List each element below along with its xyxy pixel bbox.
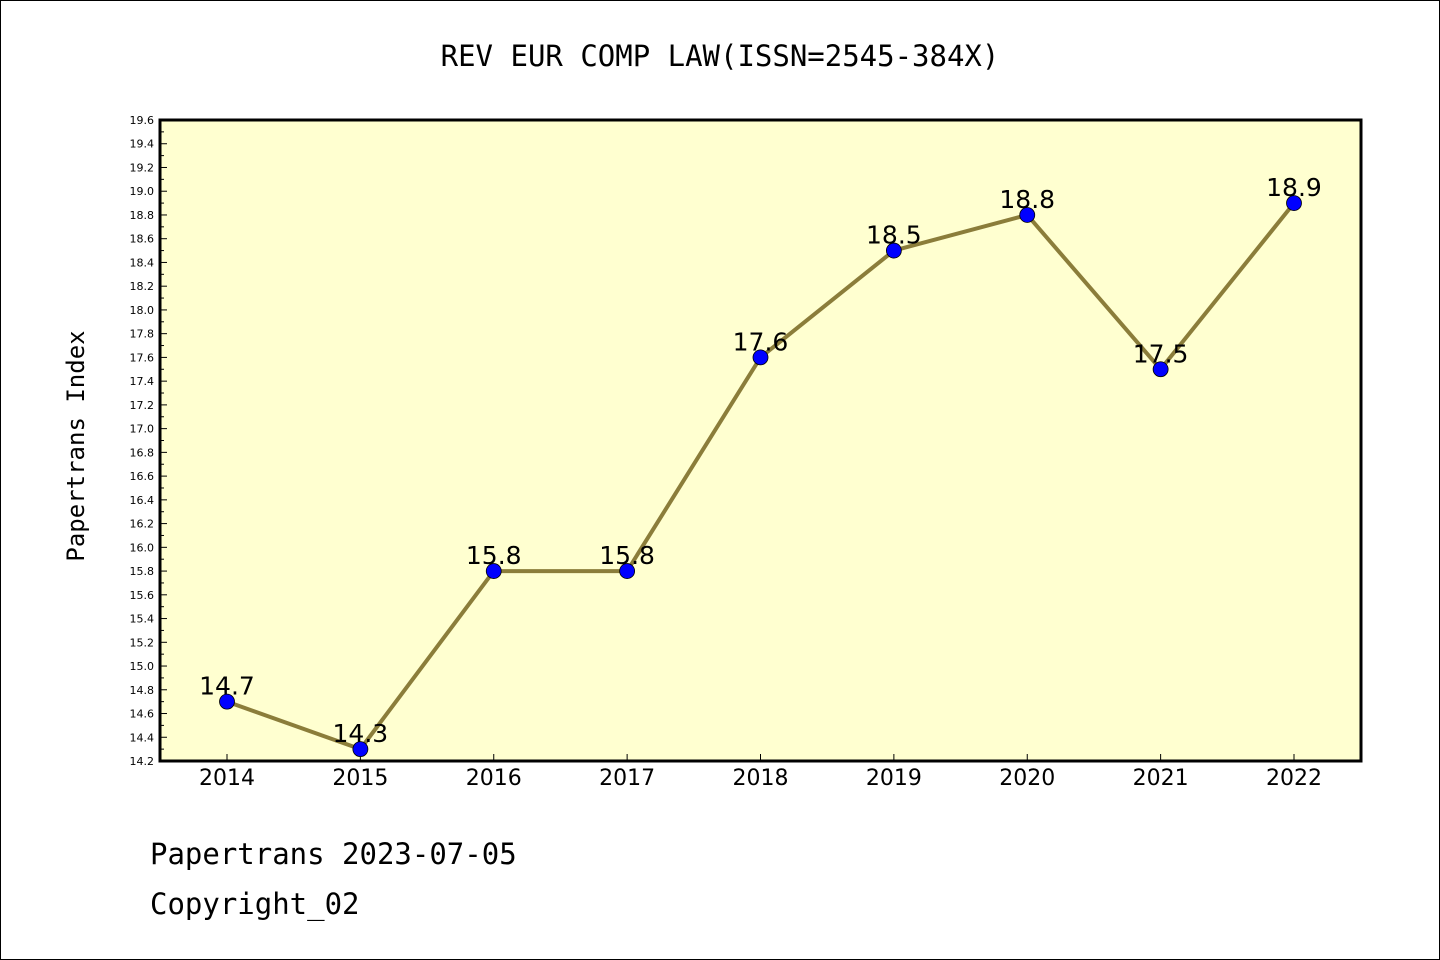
y-tick-label: 17.6 [130, 351, 155, 364]
data-point [885, 242, 902, 259]
y-tick-label: 17.0 [130, 423, 155, 436]
data-point [485, 563, 502, 579]
x-tick-label: 2022 [1266, 766, 1322, 791]
y-tick-label: 15.4 [130, 613, 155, 626]
x-tick-label: 2021 [1133, 766, 1189, 791]
x-axis-ticks: 2014 2015 2016 2017 2018 2019 2020 2021 2022 [199, 754, 1322, 791]
y-tick-label: 19.2 [130, 161, 155, 174]
plot-border [158, 118, 1363, 763]
data-labels: 14.7 14.3 15.8 15.8 17.6 18.5 18.8 17.5 18.9 [199, 173, 1322, 748]
data-point [219, 693, 235, 710]
x-tick-label: 2017 [599, 766, 655, 791]
x-tick-label: 2018 [733, 766, 789, 791]
x-tick-label: 2016 [466, 766, 522, 791]
chart-title: REV EUR COMP LAW(ISSN=2545-384X) [441, 39, 1000, 73]
y-tick-label: 15.8 [130, 565, 155, 578]
y-tick-label: 16.0 [130, 541, 155, 554]
data-point [1152, 361, 1169, 378]
y-tick-label: 19.4 [130, 138, 155, 151]
series-markers [219, 195, 1302, 758]
data-point [619, 563, 636, 579]
data-label: 18.8 [999, 185, 1055, 214]
data-point [352, 741, 369, 758]
footer-copyright: Copyright_02 [150, 887, 360, 922]
y-axis-label: Papertrans Index [62, 330, 90, 561]
y-axis-ticks: 14.2 14.4 14.6 14.8 15.0 15.2 15.4 15.6 15.8 16.0… [130, 114, 167, 768]
y-tick-label: 19.0 [130, 185, 155, 198]
data-label: 17.5 [1133, 339, 1189, 368]
data-point [1286, 195, 1302, 211]
x-tick-label: 2020 [999, 766, 1055, 791]
y-tick-label: 15.2 [130, 636, 155, 649]
footer-date: Papertrans 2023-07-05 [150, 837, 517, 871]
data-label: 18.5 [866, 221, 922, 250]
data-label: 18.9 [1266, 173, 1322, 202]
y-tick-label: 16.2 [130, 518, 155, 531]
y-tick-label: 17.8 [130, 328, 155, 341]
x-tick-label: 2015 [332, 766, 388, 791]
y-tick-label: 16.4 [130, 494, 155, 507]
plot-area [160, 120, 1361, 761]
data-label: 15.8 [599, 541, 655, 570]
y-tick-label: 14.6 [130, 708, 155, 721]
data-label: 15.8 [466, 541, 522, 570]
y-tick-label: 18.6 [130, 233, 155, 246]
y-tick-label: 16.6 [130, 470, 155, 483]
y-tick-label: 14.2 [130, 755, 155, 768]
y-tick-label: 17.4 [130, 375, 155, 388]
y-tick-label: 18.4 [130, 256, 155, 269]
x-tick-label: 2014 [199, 766, 255, 791]
y-tick-label: 14.4 [130, 731, 155, 744]
data-point [1019, 207, 1036, 223]
y-tick-label: 19.6 [130, 114, 155, 127]
y-tick-label: 18.2 [130, 280, 155, 293]
y-tick-label: 18.0 [130, 304, 155, 317]
data-label: 17.6 [733, 327, 789, 356]
y-tick-label: 15.0 [130, 660, 155, 673]
data-label: 14.7 [199, 672, 255, 701]
y-tick-label: 17.2 [130, 399, 155, 412]
x-tick-label: 2019 [866, 766, 922, 791]
data-label: 14.3 [333, 719, 389, 748]
y-tick-label: 14.8 [130, 684, 155, 697]
y-tick-label: 18.8 [130, 209, 155, 222]
data-point [752, 349, 769, 366]
y-tick-label: 16.8 [130, 446, 155, 459]
y-tick-label: 15.6 [130, 589, 155, 602]
